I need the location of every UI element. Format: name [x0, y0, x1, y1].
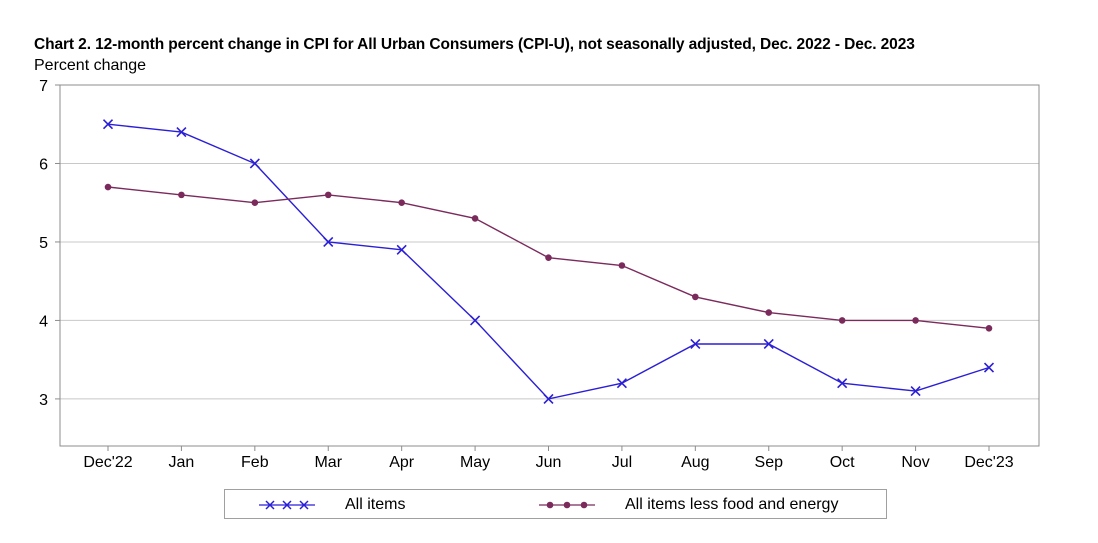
- y-tick-label: 4: [39, 313, 48, 330]
- legend-swatch-series-2: [539, 501, 595, 509]
- x-tick-label: Apr: [389, 454, 415, 471]
- plot-area: [59, 84, 1040, 447]
- legend-entry-series-1: All items: [257, 490, 405, 520]
- data-point: [763, 338, 774, 350]
- x-tick-label: Feb: [241, 454, 269, 471]
- data-point: [690, 338, 701, 350]
- y-tick-label: 3: [39, 392, 48, 409]
- data-point: [104, 183, 112, 191]
- x-tick-label: May: [460, 454, 490, 471]
- x-tick-label: Mar: [314, 454, 342, 471]
- data-point: [983, 362, 995, 373]
- data-point: [323, 236, 334, 248]
- series-group: [102, 119, 995, 404]
- data-point: [396, 244, 407, 255]
- line-chart: 3 4 5 6 7 Dec'22 Jan Feb Mar Apr May Jun Jul Aug Sep O…: [39, 78, 1040, 471]
- data-point: [837, 378, 848, 389]
- data-point: [471, 215, 479, 222]
- data-point: [543, 393, 554, 404]
- gridlines: [60, 162, 1039, 400]
- data-point: [765, 309, 773, 316]
- legend: All items All items less food and energy: [224, 489, 887, 519]
- data-point: [102, 119, 114, 130]
- data-point: [910, 385, 921, 397]
- x-tick-label: Jul: [612, 454, 632, 471]
- x-tick-label: Oct: [830, 454, 855, 471]
- series-1: [102, 119, 995, 404]
- data-point: [985, 324, 993, 332]
- y-axis-label: Percent change: [34, 57, 147, 74]
- x-tick-label: Aug: [681, 454, 709, 471]
- x-axis: Dec'22 Jan Feb Mar Apr May Jun Jul Aug Sep Oct Nov D…: [83, 446, 1014, 471]
- y-tick-label: 5: [39, 235, 48, 252]
- x-tick-label: Sep: [755, 454, 784, 471]
- chart-title: Chart 2. 12-month percent change in CPI …: [34, 36, 915, 53]
- x-tick-label: Jan: [169, 454, 195, 471]
- data-point: [616, 378, 627, 389]
- data-point: [692, 293, 699, 301]
- data-point: [324, 191, 332, 199]
- legend-label-series-1: All items: [345, 496, 406, 513]
- series-2: [104, 183, 993, 332]
- legend-swatch-series-1: [259, 500, 315, 510]
- data-point: [470, 315, 481, 326]
- data-point: [838, 317, 846, 324]
- data-point: [251, 199, 259, 207]
- x-tick-label: Jun: [536, 454, 562, 471]
- data-point: [912, 317, 919, 324]
- data-point: [249, 158, 260, 169]
- data-point: [176, 127, 187, 138]
- y-tick-label: 6: [39, 156, 48, 173]
- data-point: [398, 199, 405, 207]
- y-tick-label: 7: [39, 78, 48, 95]
- y-axis: 3 4 5 6 7: [39, 78, 60, 409]
- legend-entry-series-2: All items less food and energy: [537, 490, 838, 520]
- data-point: [618, 262, 626, 269]
- legend-label-series-2: All items less food and energy: [625, 496, 839, 513]
- data-point: [178, 191, 185, 199]
- series-line: [107, 123, 990, 400]
- data-point: [545, 254, 552, 261]
- x-tick-label: Nov: [901, 454, 929, 471]
- x-tick-label: Dec'23: [964, 454, 1013, 471]
- x-tick-label: Dec'22: [83, 454, 132, 471]
